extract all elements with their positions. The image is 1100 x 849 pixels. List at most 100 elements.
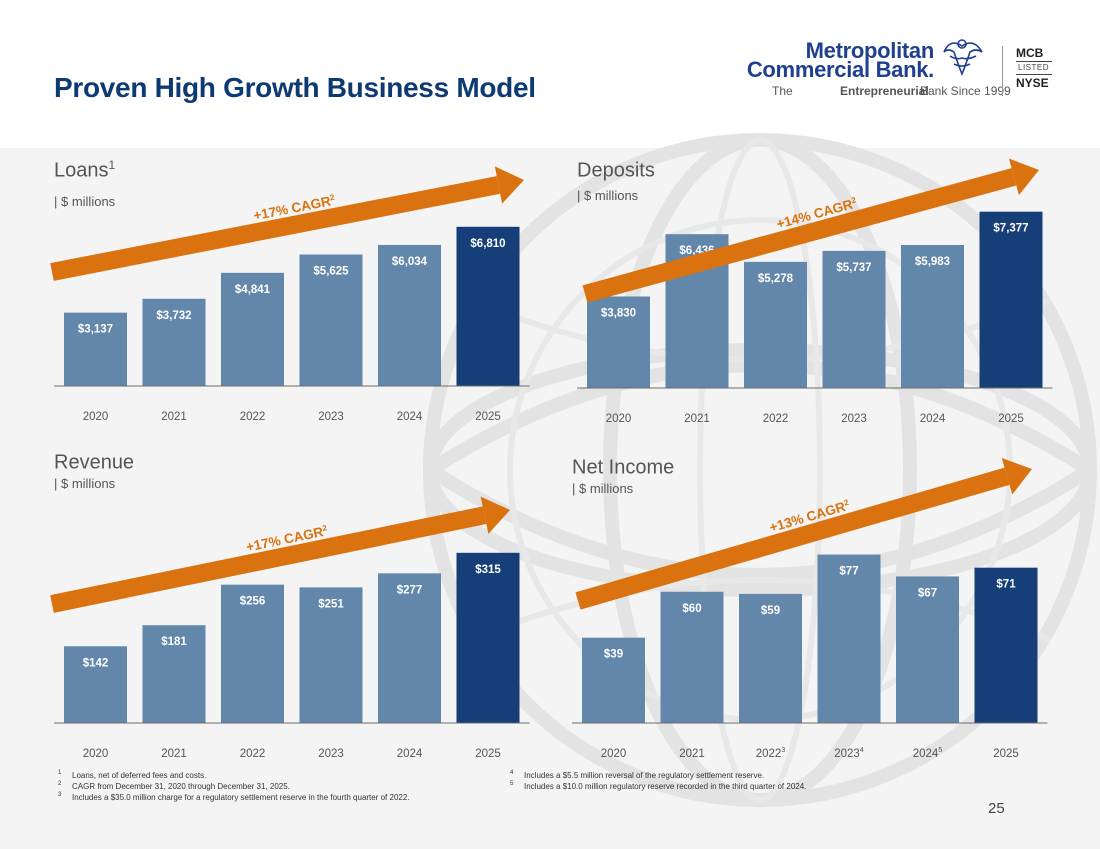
footnote: 3 Includes a $35.0 million charge for a r… [58,792,410,802]
bar [221,584,284,723]
bar [744,261,807,388]
tick-label: 2025 [475,748,501,760]
tick-label: 2020 [83,748,109,760]
bar [142,625,206,723]
data-label: $59 [761,605,780,617]
tick-label: 2023 [318,411,344,423]
page-title: Proven High Growth Business Model [54,72,536,103]
chart-title: Net Income [572,456,675,479]
tick-label: 2024 [920,413,946,425]
ticker-rule-bottom [1016,74,1052,75]
chart-title: Loans1 [54,158,116,182]
bar [660,591,724,723]
cagr-arrow: +14% CAGR2 [582,158,1039,303]
bar [299,587,363,723]
bar [979,211,1043,388]
revenue-chart-plot: $142 2020 $181 2021 $256 2022 $251 2023 $277 2024… [50,496,530,760]
tick-label: 20234 [834,747,864,760]
bar [299,254,363,386]
tick-label: 2025 [475,411,501,423]
data-label: $77 [839,566,858,578]
tick-label: 2020 [83,411,109,423]
data-label: $7,377 [993,223,1028,235]
chart-title: Revenue [54,451,135,474]
footnote: 1 Loans, net of deferred fees and costs. [58,770,207,780]
listed-label: LISTED [1018,63,1050,72]
company-logo: Metropolitan Commercial Bank. The Entrep… [747,32,1070,112]
ticker-rule-top [1016,61,1052,62]
data-label: $6,034 [392,256,428,268]
loans-chart: Loans1 | $ millions $3,137 2020 $3,732 2021… [50,158,530,448]
cagr-arrow-shaft [50,506,487,613]
data-label: $5,278 [758,273,794,285]
tick-label: 2023 [841,413,867,425]
bar [142,298,206,386]
exchange-label: NYSE [1016,76,1049,90]
data-label: $4,841 [235,284,271,296]
net-income-chart-plot: $39 2020 $60 2021 $59 20223 $77 20234 $67 20245 $7… [572,458,1048,760]
data-label: $181 [161,636,187,648]
chart-unit: | $ millions [572,481,634,496]
data-label: $315 [475,564,501,576]
chart-unit: | $ millions [54,194,116,209]
cagr-arrow-head [494,166,524,204]
bar [822,250,886,388]
tick-label: 2022 [763,413,789,425]
data-label: $277 [397,584,423,596]
bar [221,272,284,386]
footnotes-right: 4 Includes a $5.5 million reversal of the… [510,770,806,792]
net-income-chart: Net Income | $ millions $39 2020 $60 2021 $5… [572,455,1048,760]
header-band [0,0,1100,148]
bar [901,245,964,388]
data-label: $3,137 [78,324,113,336]
logo-tagline-suffix: Bank Since 1999 [920,84,1011,98]
ticker-symbol: MCB [1016,46,1044,60]
footnote: 4 Includes a $5.5 million reversal of the… [510,770,765,780]
bar [817,554,881,723]
deposits-chart: Deposits | $ millions $3,830 2020 $6,436 20… [577,158,1053,448]
tick-label: 2025 [998,413,1024,425]
cagr-arrow-head [1001,458,1033,495]
tick-label: 2021 [161,411,187,423]
tick-label: 2020 [601,748,627,760]
bar [64,646,127,723]
tick-label: 2023 [318,748,344,760]
eagle-icon [943,39,983,77]
bar [378,244,441,386]
logo-name-line2: Commercial Bank. [746,57,934,82]
bar [378,573,441,723]
cagr-arrow-head [480,496,510,534]
logo-divider [1002,46,1003,96]
data-label: $39 [604,649,623,661]
cagr-arrow-shaft [582,168,1017,303]
data-label: $5,737 [836,262,871,274]
tick-label: 2021 [684,413,710,425]
data-label: $6,810 [470,238,505,250]
loans-chart-plot: $3,137 2020 $3,732 2021 $4,841 2022 $5,625 2023… [50,166,530,423]
data-label: $142 [83,657,109,669]
bar [456,226,520,386]
data-label: $60 [682,603,701,615]
data-label: $251 [318,598,344,610]
tick-label: 2022 [240,748,266,760]
data-label: $67 [918,587,937,599]
data-label: $5,625 [313,265,349,277]
data-label: $3,830 [601,307,636,319]
tick-label: 2021 [161,748,187,760]
chart-unit: | $ millions [577,188,639,203]
footnote: 2 CAGR from December 31, 2020 through Dec… [58,781,290,791]
tick-label: 2024 [397,411,423,423]
footnotes-left: 1 Loans, net of deferred fees and costs. … [58,770,410,803]
bar [582,637,645,723]
tick-label: 2025 [993,748,1019,760]
cagr-arrow-shaft [50,176,501,281]
bar [587,296,650,388]
cagr-arrow: +13% CAGR2 [575,458,1033,610]
tick-label: 2022 [240,411,266,423]
tick-label: 20223 [756,747,786,760]
logo-name-line1: Metropolitan [805,38,935,63]
page-number: 25 [988,800,1005,817]
tick-label: 20245 [913,747,943,760]
footnote: 5 Includes a $10.0 million regulatory res… [510,781,807,791]
chart-unit: | $ millions [54,476,116,491]
